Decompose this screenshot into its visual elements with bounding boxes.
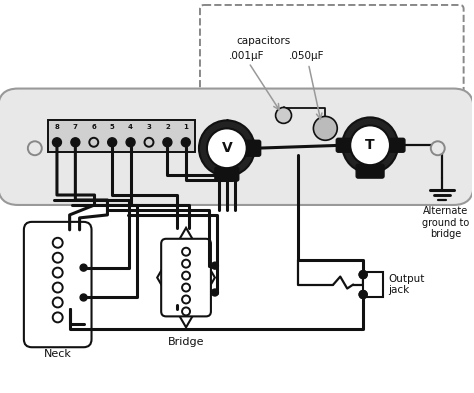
Circle shape (53, 312, 63, 322)
Circle shape (80, 264, 87, 271)
Text: 7: 7 (73, 124, 78, 130)
Text: 5: 5 (110, 124, 115, 130)
Circle shape (53, 253, 63, 263)
Circle shape (53, 283, 63, 292)
Circle shape (211, 262, 219, 269)
Text: .050μF: .050μF (289, 51, 324, 61)
Circle shape (53, 238, 63, 248)
Circle shape (359, 290, 367, 298)
Circle shape (182, 307, 190, 316)
Circle shape (71, 138, 80, 147)
Text: Bridge: Bridge (168, 337, 204, 347)
FancyBboxPatch shape (0, 88, 474, 205)
Circle shape (359, 271, 367, 279)
Circle shape (359, 271, 367, 279)
Circle shape (163, 138, 172, 147)
FancyBboxPatch shape (215, 167, 239, 181)
Text: V: V (221, 141, 232, 155)
Circle shape (211, 289, 219, 296)
Text: 6: 6 (91, 124, 96, 130)
FancyBboxPatch shape (24, 222, 91, 347)
Circle shape (342, 118, 398, 173)
Text: 3: 3 (146, 124, 151, 130)
Circle shape (80, 294, 87, 301)
Text: 1: 1 (183, 124, 188, 130)
Text: Alternate
ground to
bridge: Alternate ground to bridge (422, 206, 469, 239)
Text: .001μF: .001μF (229, 51, 264, 61)
Text: capacitors: capacitors (237, 36, 291, 46)
Circle shape (108, 138, 117, 147)
FancyBboxPatch shape (389, 138, 405, 152)
Circle shape (53, 298, 63, 307)
Circle shape (207, 129, 247, 168)
Circle shape (313, 116, 337, 140)
Circle shape (145, 138, 154, 147)
FancyBboxPatch shape (245, 140, 261, 156)
Circle shape (89, 138, 98, 147)
Text: 2: 2 (165, 124, 170, 130)
Text: 4: 4 (128, 124, 133, 130)
Circle shape (182, 272, 190, 279)
Circle shape (431, 141, 445, 155)
Circle shape (199, 120, 255, 176)
Circle shape (359, 290, 367, 298)
Circle shape (182, 138, 190, 147)
Circle shape (182, 296, 190, 303)
Text: Output
jack: Output jack (388, 274, 424, 296)
Circle shape (126, 138, 135, 147)
Circle shape (28, 141, 42, 155)
Circle shape (275, 107, 292, 123)
Circle shape (350, 125, 390, 165)
Text: T: T (365, 138, 375, 152)
Bar (363, 272, 383, 298)
Circle shape (182, 260, 190, 268)
Circle shape (53, 268, 63, 277)
Circle shape (182, 248, 190, 256)
Text: 8: 8 (55, 124, 59, 130)
Text: Neck: Neck (44, 349, 72, 359)
Circle shape (53, 138, 62, 147)
FancyBboxPatch shape (161, 239, 211, 316)
Circle shape (182, 284, 190, 292)
Bar (48, 120, 195, 152)
FancyBboxPatch shape (336, 138, 352, 152)
FancyBboxPatch shape (356, 164, 384, 178)
